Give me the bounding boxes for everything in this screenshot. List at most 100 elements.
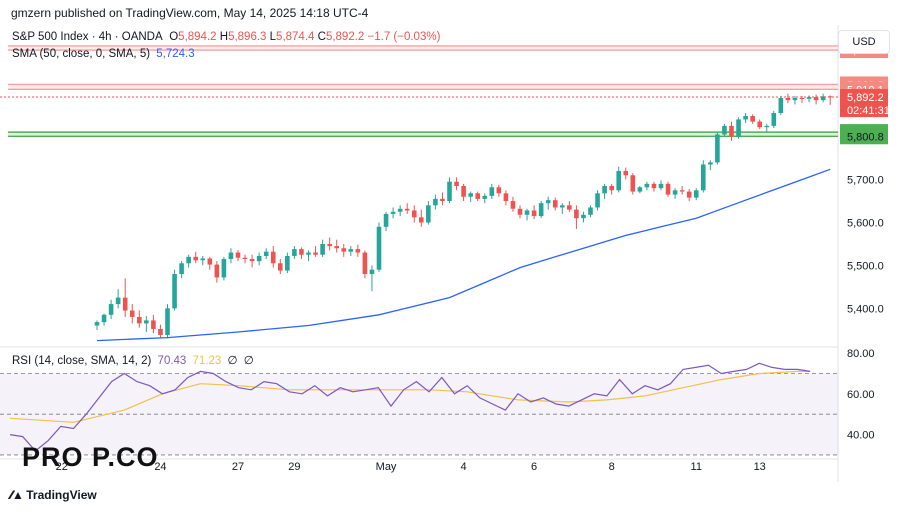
candle <box>419 209 424 227</box>
candle <box>440 192 445 206</box>
candle <box>355 244 361 257</box>
candle <box>701 160 706 193</box>
candle-body <box>397 208 403 212</box>
candle-body <box>715 134 720 163</box>
time-tick-label: 27 <box>232 461 244 473</box>
candle <box>228 248 234 264</box>
time-tick-label: 22 <box>56 461 68 473</box>
candle <box>411 205 417 223</box>
candle <box>778 95 784 116</box>
candle <box>468 191 473 202</box>
rsi-pane <box>0 362 838 456</box>
candle <box>679 186 685 195</box>
candle <box>200 255 206 266</box>
candle-body <box>510 201 516 209</box>
level-tag[interactable]: 5,800.8 <box>840 128 888 145</box>
candle-body <box>574 209 579 219</box>
candle <box>235 249 241 262</box>
sma-line <box>96 168 831 342</box>
price-tick-label: 5,600.0 <box>847 217 884 229</box>
rsi-extra-2: ∅ <box>243 355 254 367</box>
tradingview-footer[interactable]: ⁄⁄▲ TradingView <box>10 488 97 502</box>
candle-body <box>588 207 593 215</box>
candle-body <box>468 193 473 197</box>
candle-body <box>433 198 438 206</box>
candle <box>489 183 495 199</box>
candle-body <box>771 113 777 126</box>
candle <box>757 119 762 129</box>
candle <box>306 250 311 262</box>
candle-body <box>538 203 544 217</box>
candle <box>764 123 770 133</box>
candle-body <box>151 320 156 329</box>
candle <box>609 183 614 195</box>
candle <box>122 278 128 317</box>
candle-body <box>637 187 643 192</box>
candle-body <box>517 208 523 215</box>
candle-body <box>708 162 713 165</box>
close-value: 5,892.2 <box>325 31 365 43</box>
candle <box>313 246 318 257</box>
candle-body <box>750 116 755 122</box>
rsi-legend[interactable]: RSI (14, close, SMA, 14, 2) 70.43 71.23 … <box>12 353 254 367</box>
candle <box>404 203 410 214</box>
candle-body <box>567 205 572 210</box>
candle-body <box>115 297 121 305</box>
watermark-logo: PRO P.CO <box>22 442 159 472</box>
last-price-tag[interactable]: 5,892.202:41:31 <box>840 89 890 118</box>
candle-body <box>235 252 241 258</box>
sma-legend[interactable]: SMA (50, close, 0, SMA, 5) 5,724.3 <box>12 48 195 60</box>
candle <box>447 177 452 204</box>
candle <box>552 197 558 211</box>
candle-body <box>799 97 805 99</box>
low-value: 5,874.4 <box>276 31 315 43</box>
candle <box>115 289 121 309</box>
candle-body <box>348 249 354 252</box>
candles <box>94 93 833 339</box>
candle-body <box>736 119 741 137</box>
candle <box>813 94 819 105</box>
countdown-label: 02:41:31 <box>847 105 890 117</box>
time-tick-label: 29 <box>288 461 300 473</box>
candle <box>129 304 135 324</box>
level-tag-label: 5,800.8 <box>847 131 884 143</box>
candle <box>327 237 332 251</box>
candle-body <box>221 258 227 278</box>
candle-body <box>207 258 213 265</box>
low-label: L <box>269 31 277 43</box>
candle <box>496 184 502 197</box>
rsi-band-fill <box>0 373 838 455</box>
candle-body <box>658 183 664 189</box>
candle-body <box>200 258 206 261</box>
candle <box>94 320 100 330</box>
candle-body <box>383 213 389 227</box>
candle <box>334 239 339 253</box>
candle-body <box>369 269 375 275</box>
symbol-legend[interactable]: S&P 500 Index · 4h · OANDA O5,894.2 H5,8… <box>12 31 440 43</box>
candle <box>567 201 572 212</box>
rsi-value: 70.43 <box>157 355 187 367</box>
time-tick-label: May <box>376 461 397 473</box>
candle <box>214 261 220 283</box>
candle <box>292 246 297 259</box>
level-labels[interactable]: 6,011.26,001.75,921.55,910.15,810.55,800… <box>840 37 890 145</box>
candle <box>249 254 255 268</box>
candle <box>221 256 227 281</box>
candle-body <box>440 198 445 202</box>
candle <box>806 95 812 103</box>
candle <box>144 316 149 332</box>
sma-value: 5,724.3 <box>156 48 195 60</box>
candle-body <box>644 183 650 188</box>
candle <box>743 113 748 123</box>
candle <box>715 132 720 165</box>
candle-body <box>249 258 255 262</box>
candle <box>475 191 480 202</box>
candle <box>383 211 389 232</box>
currency-button[interactable]: USD <box>838 30 890 54</box>
candle-body <box>757 121 762 128</box>
time-tick-label: 6 <box>531 461 537 473</box>
candle-body <box>292 249 297 256</box>
candle-body <box>616 170 621 191</box>
candle <box>503 190 509 206</box>
